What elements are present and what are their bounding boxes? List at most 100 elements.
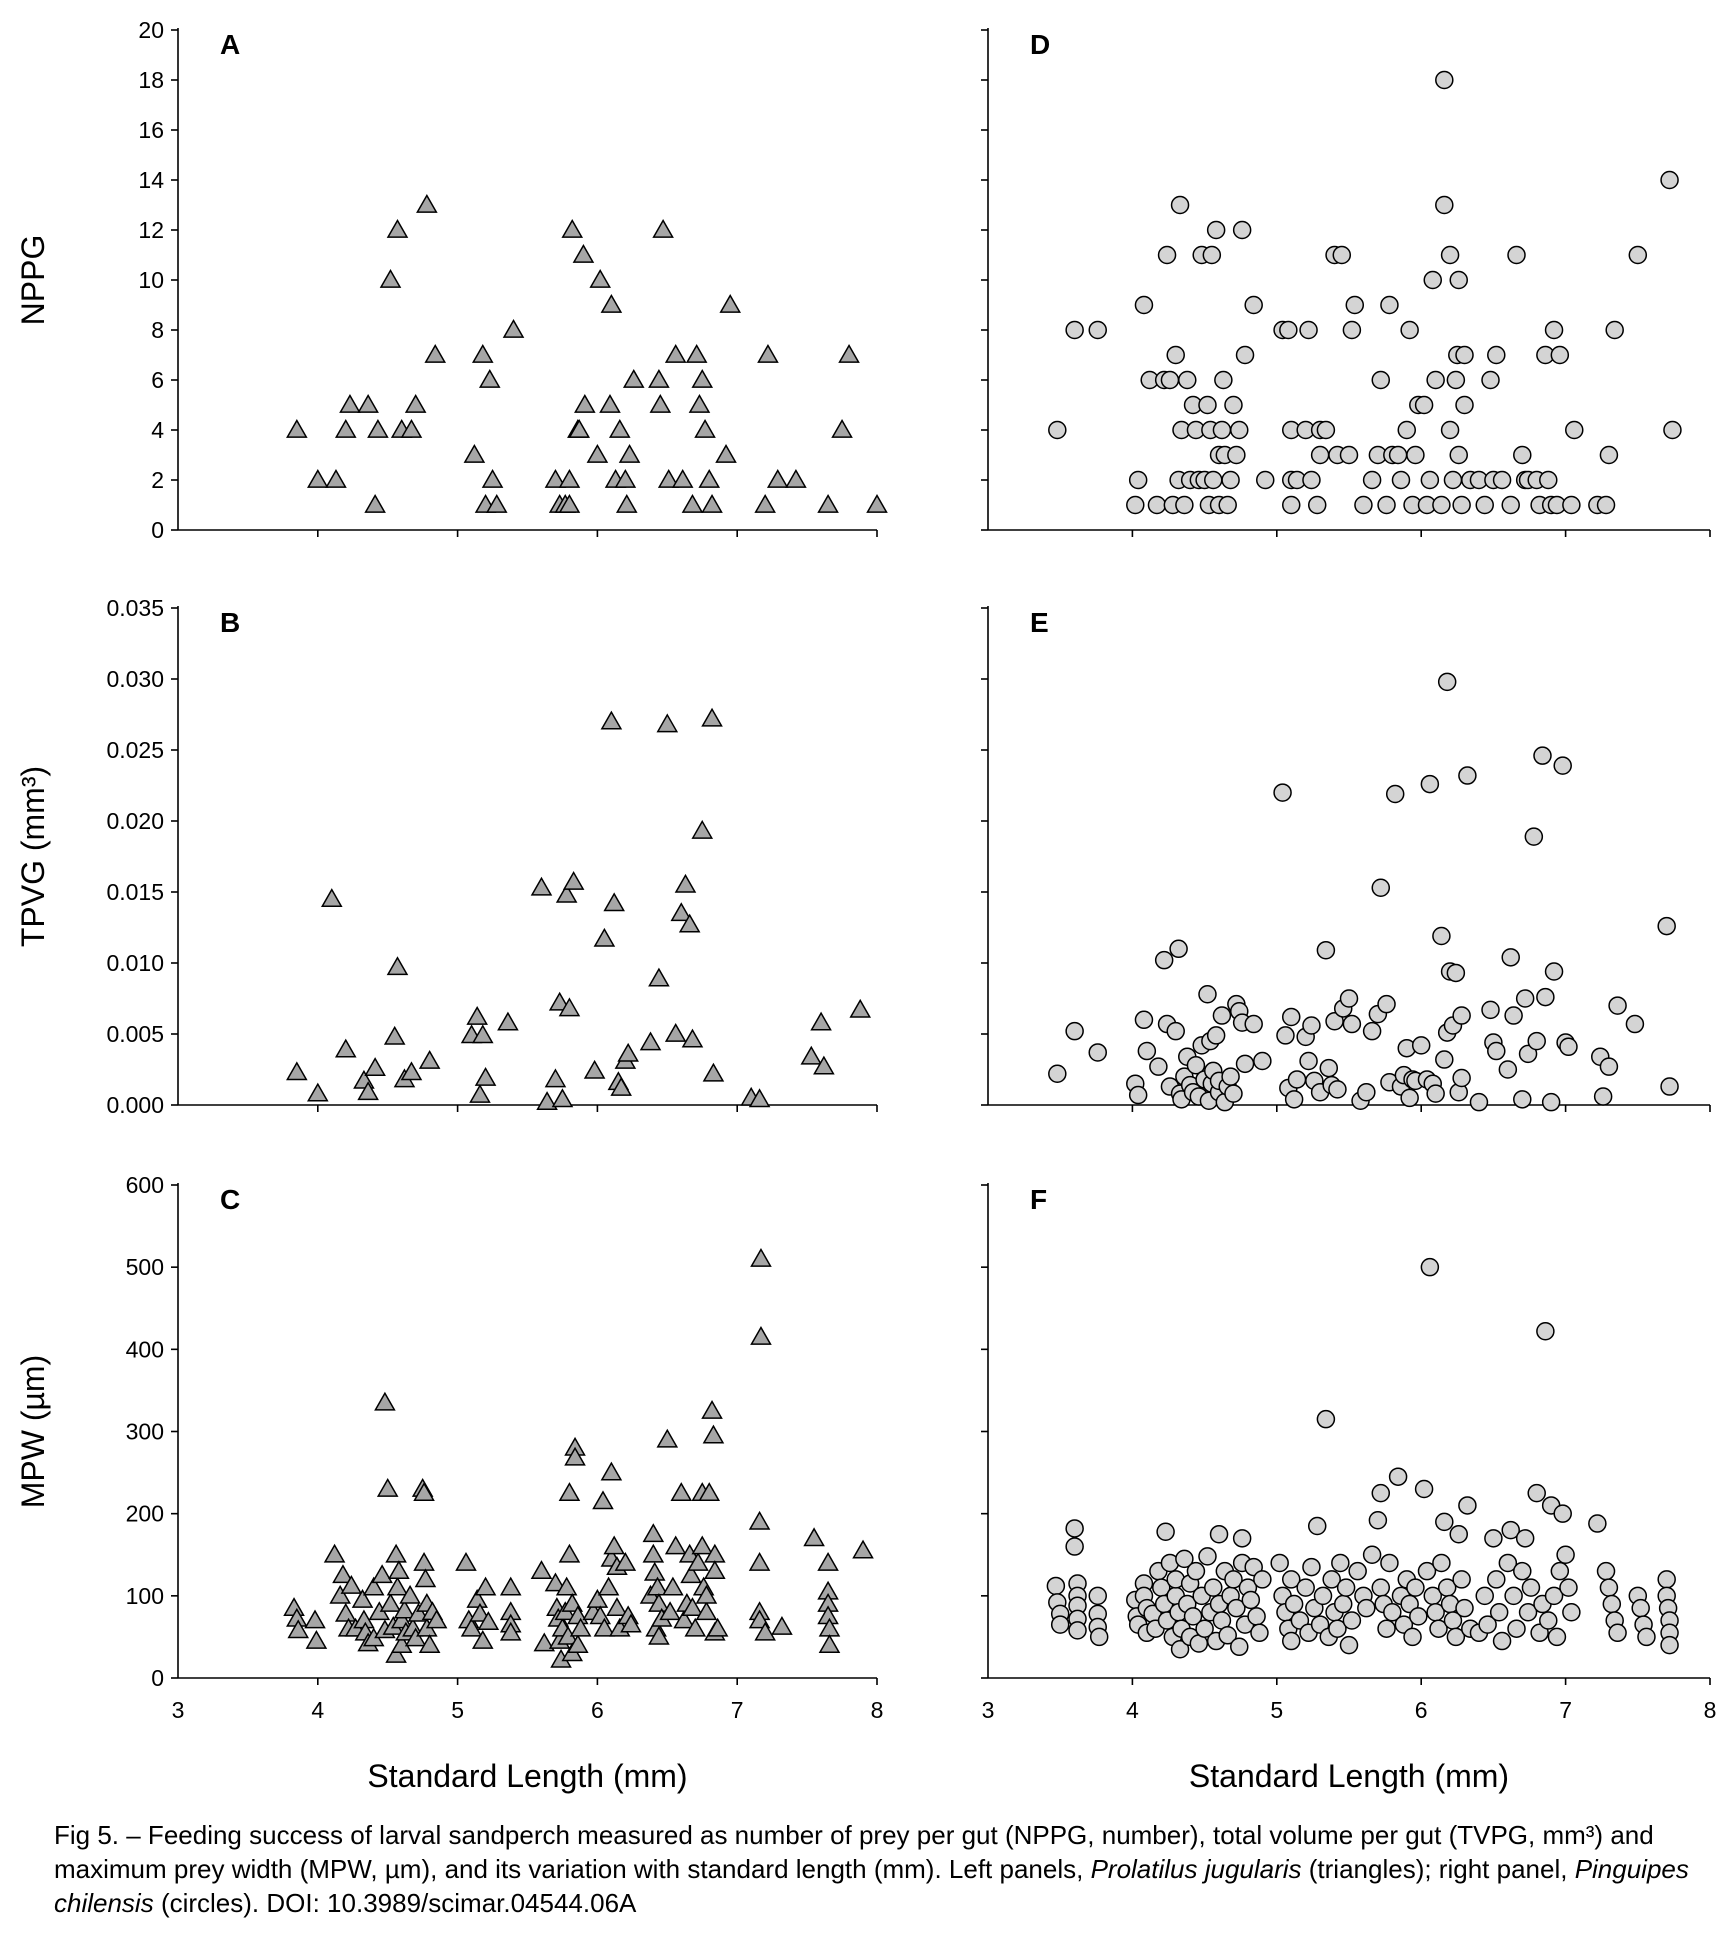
panel-b-triangle-point <box>400 1061 423 1081</box>
panel-f-circle-point <box>1316 1409 1336 1429</box>
panel-d-circle-point <box>1281 495 1301 515</box>
panel-f-circle-point <box>1065 1519 1084 1538</box>
panel-e-circle-point <box>1452 1068 1471 1088</box>
panel-e-circle-point <box>1481 1000 1500 1020</box>
panel-a-triangle-point <box>615 493 638 513</box>
panel-c-y-tick-label: 500 <box>126 1254 164 1280</box>
panel-c-triangle-point <box>362 1576 385 1596</box>
panel-c-triangle-point <box>642 1523 665 1543</box>
panel-f-circle-point <box>1562 1603 1581 1622</box>
panel-b-triangle-point <box>648 967 670 987</box>
panel-f-circle-point <box>1270 1553 1289 1573</box>
panel-c-triangle-point <box>597 1576 620 1596</box>
panel-a-triangle-point <box>766 468 789 488</box>
panel-c-triangle-point <box>304 1609 326 1629</box>
panel-c-triangle-point <box>680 1564 702 1584</box>
panel-c-x-tick-label: 8 <box>871 1697 884 1723</box>
panel-b-triangle-point <box>800 1045 823 1065</box>
panel-b-triangle-point <box>681 1028 704 1048</box>
panel-c-triangle-point <box>385 1543 407 1563</box>
panel-d-circle-point <box>1202 245 1222 265</box>
panel-f-circle-point <box>1383 1603 1402 1622</box>
caption-species-1: Prolatilus jugularis <box>1090 1854 1302 1884</box>
panel-e-circle-point <box>1273 783 1292 802</box>
panel-b-triangle-point <box>497 1011 519 1031</box>
panel-b-triangle-point <box>530 876 553 896</box>
panel-b-triangle-point <box>593 927 616 947</box>
panel-f-circle-point <box>1281 1631 1301 1651</box>
panel-e-circle-point <box>1319 1058 1339 1078</box>
panel-c-triangle-point <box>600 1461 623 1481</box>
panel-c-triangle-point <box>614 1551 637 1571</box>
panel-a-triangle-point <box>502 318 525 338</box>
panel-d-circle-point <box>1339 445 1359 465</box>
panel-d-circle-point <box>1221 470 1240 490</box>
panel-d-circle-point <box>1449 270 1468 290</box>
panel-c-triangle-point <box>414 1568 437 1588</box>
panel-c-letter: C <box>220 1184 240 1215</box>
panel-c-triangle-point <box>701 1399 723 1419</box>
panel-a-triangle-point <box>618 443 641 463</box>
panel-c-triangle-point <box>643 1561 666 1581</box>
panel-f-circle-point <box>1446 1627 1466 1647</box>
panel-a-triangle-point <box>463 443 486 463</box>
panel-d-circle-point <box>1391 470 1411 490</box>
panel-d-circle-point <box>1452 495 1471 515</box>
panel-d-letter: D <box>1030 29 1050 60</box>
panel-a-triangle-point <box>838 343 860 363</box>
panel-e-circle-point <box>1088 1043 1107 1062</box>
panel-b-y-tick-label: 0.030 <box>106 666 164 692</box>
panel-b-triangle-point <box>469 1084 491 1103</box>
panel-a-triangle-point <box>649 393 672 413</box>
panel-a-y-tick-label: 12 <box>138 217 164 243</box>
panel-b-triangle-point <box>600 710 623 730</box>
panel-c-triangle-point <box>499 1621 522 1641</box>
panel-a-triangle-point <box>379 268 402 288</box>
panel-e-circle-point <box>1504 1006 1523 1025</box>
panel-a-triangle-point <box>691 368 714 388</box>
panel-a-triangle-point <box>485 493 508 513</box>
panel-a-triangle-point <box>694 418 716 438</box>
panel-e-circle-point <box>1221 1067 1240 1086</box>
panel-d-circle-point <box>1475 495 1494 515</box>
panel-b-triangle-point <box>364 1057 386 1076</box>
panel-e-circle-point <box>1536 987 1555 1007</box>
panel-f-circle-point <box>1230 1637 1249 1657</box>
panel-c-triangle-point <box>530 1560 553 1580</box>
panel-a-triangle-point <box>386 218 409 238</box>
panel-c-y-label: MPW (µm) <box>15 1355 51 1509</box>
panel-c-triangle-point <box>569 1617 592 1637</box>
panel-e-circle-point <box>1186 1055 1206 1075</box>
panel-d-circle-point <box>1377 495 1396 515</box>
panel-d-circle-point <box>1157 245 1177 265</box>
panel-b-triangle-point <box>418 1049 441 1069</box>
panel-b: 0.000 0.005 0.010 0.015 0.020 0.025 0.030 0.035… <box>15 595 878 1118</box>
panel-d-circle-point <box>1397 420 1417 440</box>
panel-f-circle-point <box>1536 1322 1555 1341</box>
panel-c-triangle-point <box>684 1617 707 1637</box>
panel-d-circle-point <box>1204 470 1223 490</box>
panel-e-circle-point <box>1385 784 1405 804</box>
panel-d-circle-point <box>1539 470 1558 490</box>
panel-c-triangle-point <box>385 1643 407 1663</box>
panel-d-circle-point <box>1605 320 1624 340</box>
panel-e-circle-point <box>1608 996 1627 1015</box>
panel-d-circle-point <box>1178 370 1197 390</box>
panel-c: 0 100 200 300 400 500 600 3 4 5 6 7 8 C MPW (µm) Standa… <box>15 1172 883 1794</box>
panel-f-circle-point <box>1050 1615 1070 1634</box>
panel-e-circle-point <box>1599 1057 1619 1076</box>
panel-d-circle-point <box>1628 245 1648 265</box>
panel-f-circle-point <box>1232 1529 1252 1548</box>
panel-f-circle-point <box>1547 1627 1567 1647</box>
panel-c-x-label: Standard Length (mm) <box>367 1758 687 1794</box>
panel-c-y-tick-label: 400 <box>126 1336 164 1362</box>
panel-e-circle-point <box>1515 989 1535 1008</box>
panel-e-circle-point <box>1206 1026 1226 1045</box>
panel-f-circle-point <box>1183 1607 1203 1626</box>
panel-b-triangle-point <box>810 1011 832 1031</box>
panel-c-triangle-point <box>329 1584 351 1604</box>
panel-e-circle-point <box>1524 827 1544 846</box>
panel-a-triangle-point <box>424 343 447 363</box>
panel-f-circle-point <box>1307 1516 1327 1536</box>
panel-a-triangle-point <box>478 368 501 388</box>
